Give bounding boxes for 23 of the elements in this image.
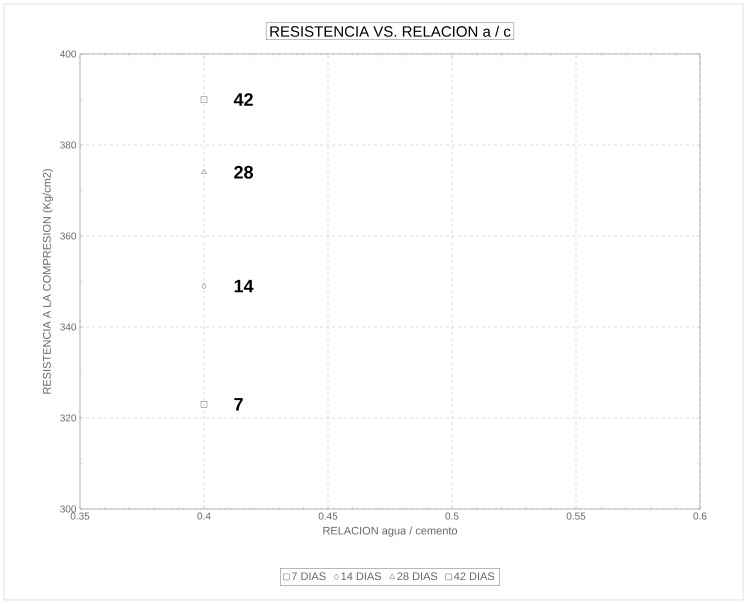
x-axis-title: RELACION agua / cemento (323, 526, 458, 537)
x-tick-label: 0.5 (445, 512, 459, 520)
annotation: 7 (234, 398, 243, 411)
x-tick-label: 0.6 (693, 512, 707, 520)
legend-label: 14 DIAS (341, 572, 382, 580)
annotation: 28 (234, 166, 254, 179)
x-tick-label: 0.45 (318, 512, 338, 520)
x-tick-label: 0.35 (70, 512, 90, 520)
chart-title: RESISTENCIA VS. RELACION a / c (270, 26, 510, 37)
y-axis-title: RESISTENCIA A LA COMPRESION (Kg/cm2) (42, 169, 53, 394)
y-tick-label: 320 (60, 414, 76, 422)
y-tick-label: 300 (60, 505, 76, 513)
annotation: 42 (234, 93, 253, 106)
legend-label: 42 DIAS (454, 572, 494, 580)
y-tick-label: 360 (60, 232, 76, 240)
y-tick-label: 380 (60, 141, 76, 149)
legend-label: 28 DIAS (397, 572, 438, 580)
x-tick-label: 0.55 (566, 512, 586, 520)
annotation: 14 (234, 280, 254, 292)
y-tick-label: 340 (60, 323, 76, 331)
legend-label: 7 DIAS (292, 572, 326, 580)
y-tick-label: 400 (60, 50, 76, 58)
x-tick-label: 0.4 (197, 512, 211, 520)
